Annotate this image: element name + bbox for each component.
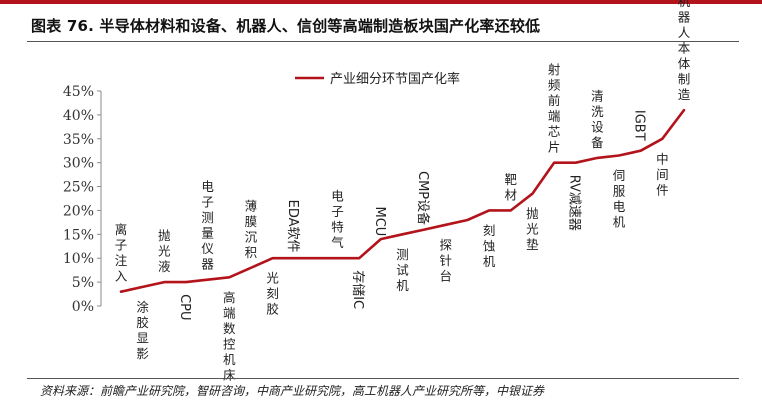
category-label: 刻蚀机 — [483, 223, 496, 269]
category-label: 中间件 — [656, 151, 669, 197]
category-label: 探针台 — [440, 237, 453, 283]
category-label: 电子特气 — [331, 189, 344, 251]
legend-label: 产业细分环节国产化率 — [330, 71, 460, 87]
title-divider — [27, 41, 739, 42]
category-label: 机器人本体制造 — [678, 0, 691, 102]
chart-legend: 产业细分环节国产化率 — [295, 71, 460, 87]
source-note: 资料来源：前瞻产业研究院，智研咨询，中商产业研究院，高工机器人产业研究所等，中银… — [40, 384, 545, 398]
y-tick-label: 10% — [63, 251, 94, 267]
category-label: 测试机 — [396, 247, 409, 293]
category-label: 薄膜沉积 — [245, 198, 258, 259]
y-tick-label: 45% — [63, 84, 94, 100]
category-label: 涂胶显影 — [136, 299, 149, 361]
category-label: 离子注入 — [115, 222, 128, 284]
y-tick-label: 0% — [72, 299, 94, 315]
category-label: 存储IC — [350, 270, 365, 309]
y-tick-label: 25% — [63, 180, 94, 196]
category-label: 抛光液 — [158, 228, 171, 274]
series-line — [119, 108, 686, 294]
category-label: 高端数控机床 — [223, 290, 236, 383]
category-label: CPU — [177, 294, 192, 320]
category-label: 伺服电机 — [613, 168, 626, 230]
category-label: RV减速器 — [567, 175, 582, 231]
series-line-group — [119, 108, 686, 294]
top-accent-rule — [0, 0, 762, 4]
category-label: IGBT — [632, 110, 647, 141]
y-tick-label: 20% — [63, 203, 94, 219]
y-axis: 0% 5% 10% 15% 20% 25% 30% 35% 40% 45% — [63, 84, 102, 315]
y-tick-label: 35% — [63, 132, 94, 148]
category-label: 清洗设备 — [591, 88, 604, 149]
footer-divider — [27, 378, 739, 379]
y-tick-label: 30% — [63, 156, 94, 172]
category-label: 光刻胶 — [266, 271, 279, 317]
y-tick-label: 40% — [63, 108, 94, 124]
y-tick-label: 15% — [63, 227, 94, 243]
figure-title: 图表 76. 半导体材料和设备、机器人、信创等高端制造板块国产化率还较低 — [31, 17, 541, 35]
category-label: MCU — [372, 207, 387, 237]
category-label: CMP设备 — [415, 171, 431, 225]
category-label: 靶材 — [505, 172, 518, 203]
category-label: EDA软件 — [285, 200, 300, 253]
category-label: 电子测量仪器 — [201, 179, 214, 272]
category-label: 抛光垫 — [526, 206, 539, 252]
y-tick-label: 5% — [72, 275, 94, 291]
category-label: 射频前端芯片 — [548, 62, 561, 155]
